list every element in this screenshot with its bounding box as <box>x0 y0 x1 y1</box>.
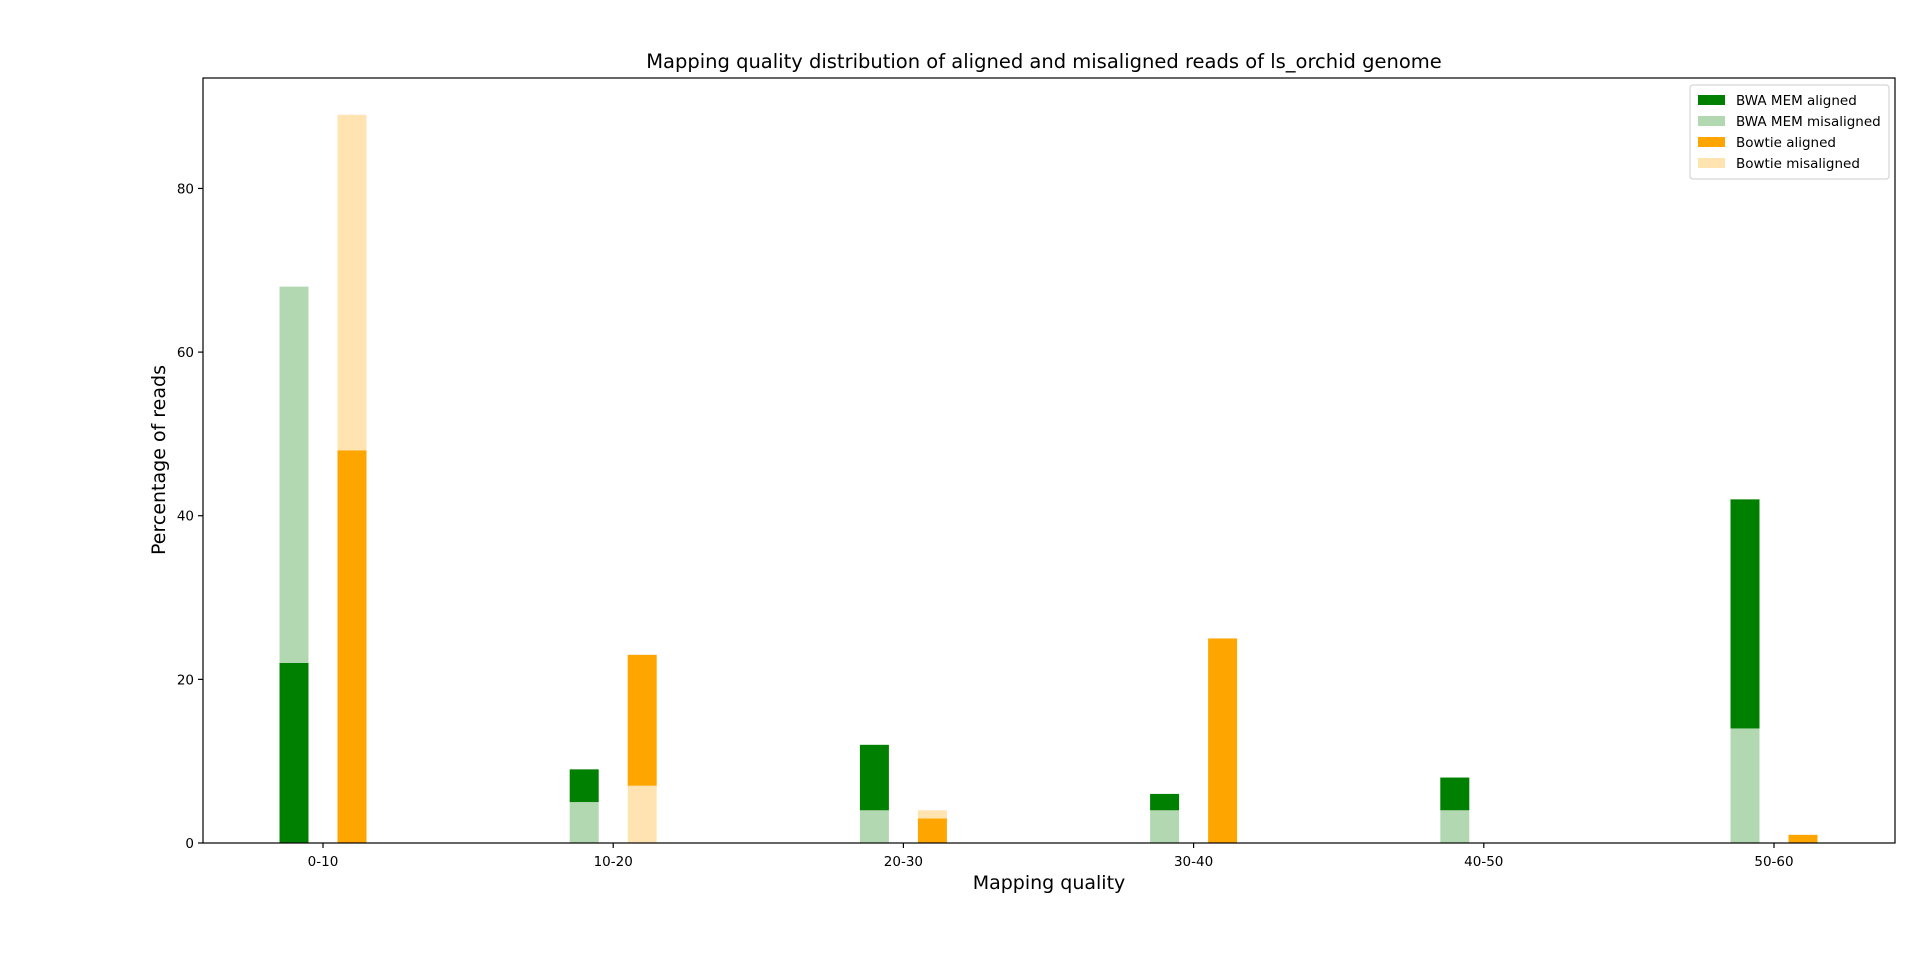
legend-label: BWA MEM aligned <box>1736 93 1857 109</box>
bar-bwa-mem-aligned-20-30 <box>859 744 889 811</box>
legend-swatch <box>1698 137 1725 147</box>
legend-label: Bowtie aligned <box>1736 135 1836 151</box>
legend-label: BWA MEM misaligned <box>1736 114 1881 130</box>
bar-bwa-mem-aligned-40-50 <box>1440 777 1470 811</box>
bar-bowtie-aligned-10-20 <box>627 654 657 786</box>
y-tick-label: 40 <box>177 509 194 525</box>
legend-box <box>1689 84 1890 180</box>
axes-layer: 0 20 40 60 80 0-10 10-20 20-30 30-40 40-50 50-60 <box>177 181 1794 870</box>
bar-bwa-mem-misaligned-0-10 <box>279 286 309 663</box>
legend: BWA MEM aligned BWA MEM misaligned Bowtie … <box>1689 84 1890 180</box>
chart-title: Mapping quality distribution of aligned … <box>646 50 1442 73</box>
x-tick-label: 50-60 <box>1754 854 1793 870</box>
x-tick-label: 40-50 <box>1464 854 1503 870</box>
bars-layer <box>279 114 1818 843</box>
legend-swatch <box>1698 116 1725 126</box>
x-tick-label: 30-40 <box>1174 854 1213 870</box>
bar-bwa-mem-aligned-10-20 <box>569 769 599 803</box>
bar-bwa-mem-aligned-30-40 <box>1150 793 1180 811</box>
y-tick-label: 0 <box>185 836 194 852</box>
bar-bwa-mem-aligned-50-60 <box>1730 499 1760 729</box>
bar-bwa-mem-misaligned-40-50 <box>1440 810 1470 843</box>
x-tick-label: 0-10 <box>308 854 339 870</box>
x-axis-label: Mapping quality <box>973 872 1126 894</box>
bar-bowtie-misaligned-0-10 <box>337 114 367 451</box>
bar-bowtie-aligned-0-10 <box>337 450 367 843</box>
y-tick-label: 20 <box>177 672 194 688</box>
y-tick-label: 60 <box>177 345 194 361</box>
legend-swatch <box>1698 158 1725 168</box>
bar-bowtie-aligned-20-30 <box>917 818 947 843</box>
bar-bwa-mem-misaligned-30-40 <box>1150 810 1180 843</box>
y-tick-label: 80 <box>177 181 194 197</box>
bar-bowtie-aligned-50-60 <box>1788 834 1818 843</box>
bar-bwa-mem-misaligned-50-60 <box>1730 728 1760 843</box>
bar-bwa-mem-misaligned-10-20 <box>569 802 599 843</box>
plot-area <box>202 77 1896 844</box>
bar-bowtie-misaligned-20-30 <box>917 810 947 819</box>
bar-bwa-mem-aligned-0-10 <box>279 663 309 843</box>
legend-swatch <box>1698 95 1725 105</box>
y-axis-label: Percentage of reads <box>148 365 170 555</box>
bar-bowtie-aligned-30-40 <box>1208 638 1238 843</box>
x-tick-label: 20-30 <box>884 854 923 870</box>
bar-bwa-mem-misaligned-20-30 <box>859 810 889 843</box>
legend-label: Bowtie misaligned <box>1736 156 1860 172</box>
x-tick-label: 10-20 <box>594 854 633 870</box>
bar-bowtie-misaligned-10-20 <box>627 785 657 843</box>
